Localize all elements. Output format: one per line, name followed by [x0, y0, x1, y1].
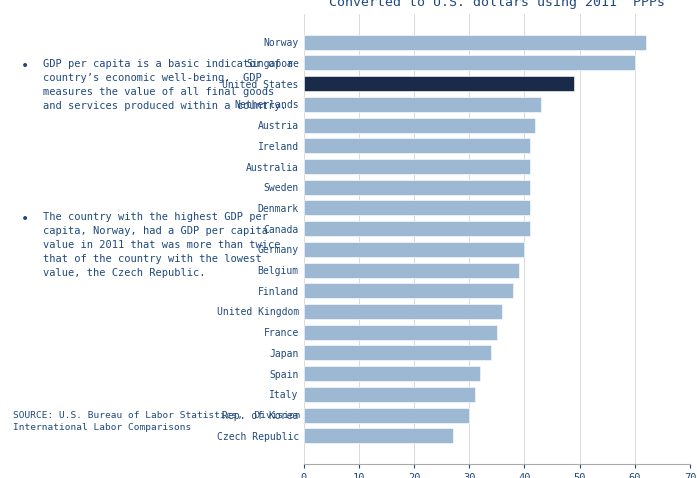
- Bar: [304, 346, 491, 360]
- Bar: [304, 159, 530, 174]
- Bar: [304, 35, 646, 50]
- Text: •: •: [21, 212, 29, 226]
- Text: •: •: [21, 59, 29, 73]
- Bar: [304, 55, 635, 70]
- Bar: [304, 138, 530, 153]
- Text: SOURCE: U.S. Bureau of Labor Statistics,  Division of
International Labor Compar: SOURCE: U.S. Bureau of Labor Statistics,…: [13, 412, 317, 432]
- Bar: [304, 97, 541, 112]
- Bar: [304, 180, 530, 195]
- Bar: [304, 200, 530, 216]
- Bar: [304, 221, 530, 236]
- Bar: [304, 262, 519, 278]
- Bar: [304, 428, 452, 443]
- Bar: [304, 242, 524, 257]
- Bar: [304, 366, 480, 381]
- Title: GDP per capita, 2011
Converted to U.S. dollars using 2011  PPPs: GDP per capita, 2011 Converted to U.S. d…: [329, 0, 665, 9]
- Bar: [304, 304, 503, 319]
- Bar: [304, 387, 475, 402]
- Bar: [304, 76, 574, 91]
- Text: The country with the highest GDP per
capita, Norway, had a GDP per capita
value : The country with the highest GDP per cap…: [43, 212, 281, 278]
- Bar: [304, 118, 535, 132]
- Bar: [304, 408, 469, 423]
- Text: GDP per capita is a basic indicator of a
country’s economic well-being.  GDP
mea: GDP per capita is a basic indicator of a…: [43, 59, 293, 111]
- Bar: [304, 283, 514, 298]
- Bar: [304, 325, 497, 340]
